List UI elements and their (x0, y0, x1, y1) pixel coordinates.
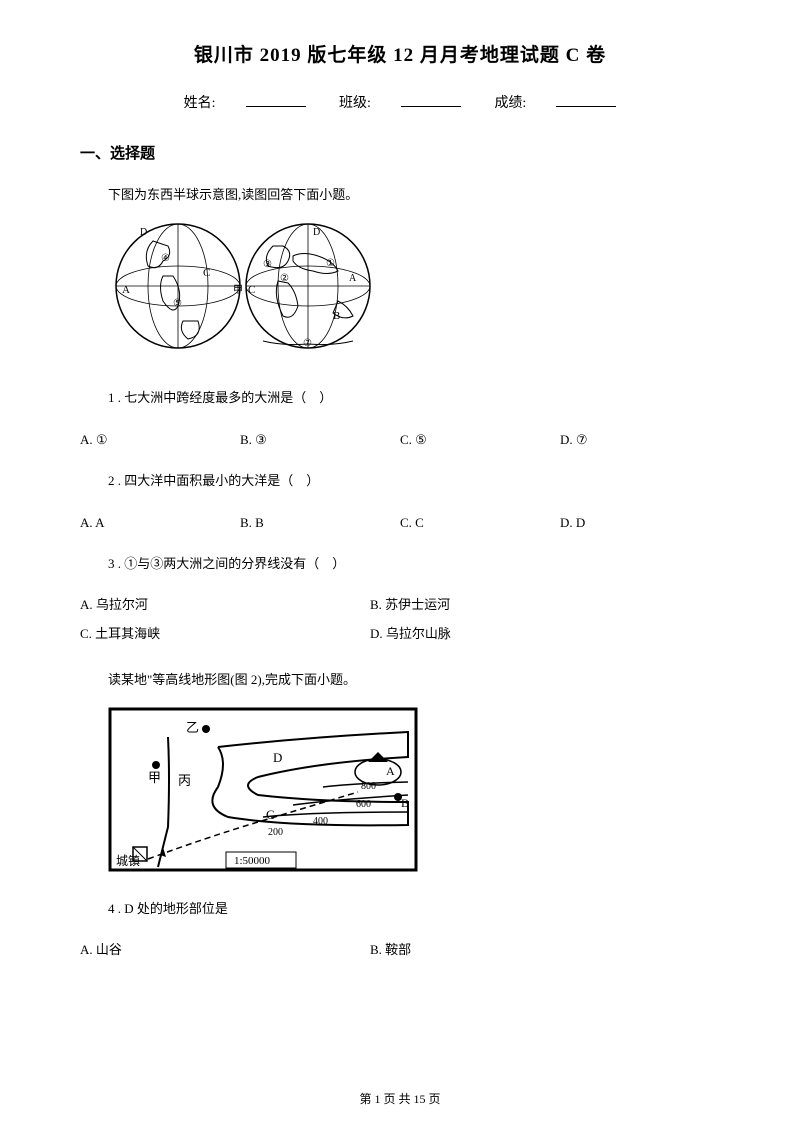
q2-optA: A. A (80, 511, 240, 534)
contour-scale: 1:50000 (234, 855, 271, 867)
q1-optB: B. ③ (240, 428, 400, 451)
page-footer: 第 1 页 共 15 页 (0, 1090, 800, 1107)
name-label: 姓名: (184, 96, 216, 111)
contour-600: 600 (356, 799, 371, 810)
hemisphere-figure: D ④ C A ⑤ 甲 D ① ② ③ A C B ⑦ (108, 221, 720, 366)
contour-A: A (386, 764, 395, 778)
q2-optB: B. B (240, 511, 400, 534)
question-1: 1 . 七大洲中跨经度最多的大洲是（ ） (108, 386, 720, 409)
label-2: ② (280, 273, 289, 284)
q4-options: A. 山谷 B. 鞍部 (80, 938, 720, 966)
label-4: ④ (161, 253, 170, 264)
label-D2: D (313, 227, 320, 238)
contour-figure: 乙 甲 丙 D C A B 800 600 400 200 城镇 1:50000 (108, 707, 720, 877)
contour-D: D (273, 750, 282, 765)
q1-optD: D. ⑦ (560, 428, 720, 451)
label-3: ③ (263, 259, 272, 270)
q3-options: A. 乌拉尔河 B. 苏伊士运河 C. 土耳其海峡 D. 乌拉尔山脉 (80, 593, 720, 650)
label-D1: D (140, 227, 147, 238)
contour-C: C (266, 807, 275, 822)
label-A2: A (349, 273, 357, 284)
contour-yi: 乙 (186, 720, 199, 735)
exam-title: 银川市 2019 版七年级 12 月月考地理试题 C 卷 (80, 40, 720, 67)
q4-optA: A. 山谷 (80, 938, 370, 961)
class-blank (401, 93, 461, 107)
name-blank (246, 93, 306, 107)
label-C1: C (203, 267, 210, 279)
intro-text-1: 下图为东西半球示意图,读图回答下面小题。 (108, 183, 720, 206)
q3-optC: C. 土耳其海峡 (80, 622, 370, 645)
contour-200: 200 (268, 827, 283, 838)
label-A: A (122, 284, 130, 296)
label-C2: C (248, 284, 255, 296)
contour-B: B (401, 796, 409, 810)
contour-jia: 甲 (148, 770, 161, 785)
question-2: 2 . 四大洋中面积最小的大洋是（ ） (108, 469, 720, 492)
q3-optA: A. 乌拉尔河 (80, 593, 370, 616)
q4-optB: B. 鞍部 (370, 938, 660, 961)
label-5: ⑤ (173, 298, 182, 309)
q2-options: A. A B. B C. C D. D (80, 511, 720, 534)
section-header: 一、选择题 (80, 142, 720, 163)
score-label: 成绩: (494, 96, 526, 111)
contour-town: 城镇 (116, 854, 140, 868)
q1-optA: A. ① (80, 428, 240, 451)
question-4: 4 . D 处的地形部位是 (108, 897, 720, 920)
q1-optC: C. ⑤ (400, 428, 560, 451)
label-jia: 甲 (233, 285, 243, 296)
label-7: ⑦ (303, 338, 312, 349)
q3-optB: B. 苏伊士运河 (370, 593, 660, 616)
q1-options: A. ① B. ③ C. ⑤ D. ⑦ (80, 428, 720, 451)
intro-text-2: 读某地"等高线地形图(图 2),完成下面小题。 (108, 668, 720, 691)
contour-400: 400 (313, 816, 328, 827)
contour-800: 800 (361, 781, 376, 792)
contour-bing: 丙 (178, 773, 191, 788)
label-B: B (333, 310, 340, 322)
contour-svg: 乙 甲 丙 D C A B 800 600 400 200 城镇 1:50000 (108, 707, 418, 872)
q3-optD: D. 乌拉尔山脉 (370, 622, 660, 645)
q2-optC: C. C (400, 511, 560, 534)
class-label: 班级: (339, 96, 371, 111)
question-3: 3 . ①与③两大洲之间的分界线没有（ ） (108, 552, 720, 575)
q2-optD: D. D (560, 511, 720, 534)
info-line: 姓名: 班级: 成绩: (80, 92, 720, 112)
label-1: ① (326, 258, 335, 269)
score-blank (556, 93, 616, 107)
hemisphere-svg: D ④ C A ⑤ 甲 D ① ② ③ A C B ⑦ (108, 221, 388, 361)
